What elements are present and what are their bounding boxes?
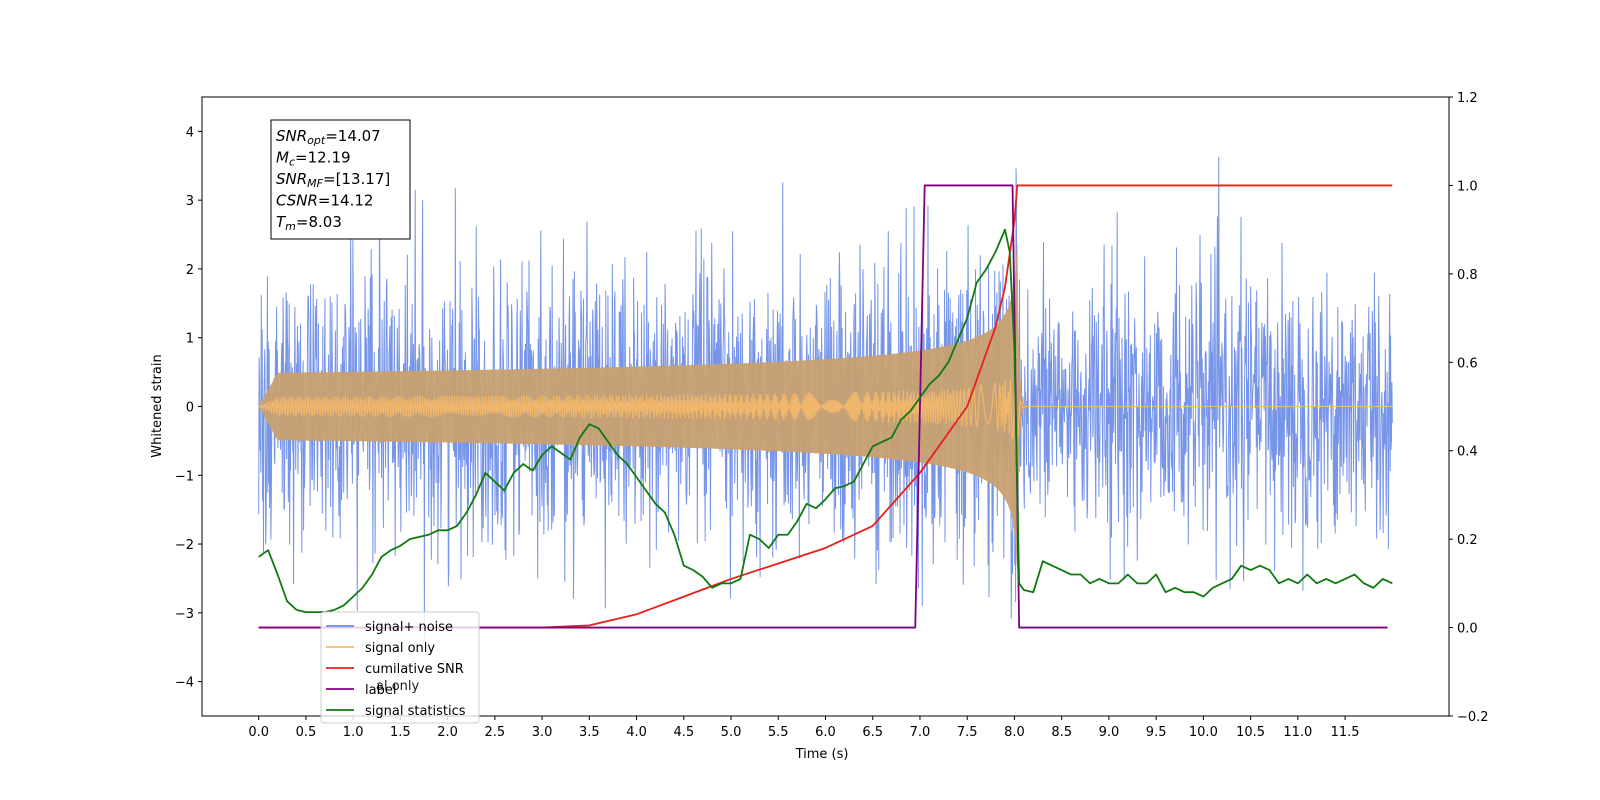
x-tick-label: 10.5 [1236,725,1265,740]
y2-tick-label: 0.0 [1457,622,1478,637]
x-axis: 0.0 0.5 1.0 1.5 2.0 2.5 3.0 3.5 4.0 4.5 5.0 5.5 6.0 6… [248,716,1360,740]
x-tick-label: 2.5 [485,725,506,740]
y-tick-label: −1 [175,469,194,484]
annotation-line: SNRopt=14.07 [276,127,381,147]
series-line-signal-statistics [258,228,1393,613]
y-tick-label: 4 [186,125,194,140]
y-tick-label: −4 [175,676,194,691]
x-tick-label: 0.0 [248,725,269,740]
x-tick-label: 8.0 [1004,725,1025,740]
x-tick-label: 4.0 [626,725,647,740]
x-tick-label: 7.5 [957,725,978,740]
x-tick-label: 4.5 [673,725,694,740]
y-tick-label: 0 [186,401,194,416]
y2-tick-label: 1.0 [1457,179,1478,194]
series-line-label [258,184,1388,629]
x-tick-label: 1.5 [390,725,411,740]
signal-only-line [258,366,1393,453]
series-signal-only [258,242,1393,571]
y2-tick-label: −0.2 [1457,710,1489,725]
x-tick-label: 3.0 [532,725,553,740]
legend-label: signal+ noise [365,620,453,635]
y-tick-label: −2 [175,538,194,553]
x-tick-label: 9.0 [1099,725,1120,740]
y-axis-right: −0.2 0.0 0.2 0.4 0.6 0.8 1.0 1.2 [1449,91,1489,725]
x-tick-label: 0.5 [296,725,317,740]
x-tick-label: 2.0 [437,725,458,740]
x-tick-label: 8.5 [1051,725,1072,740]
legend-label: signal statistics [365,704,466,719]
x-tick-label: 11.0 [1283,725,1312,740]
y2-tick-label: 0.2 [1457,533,1478,548]
y-tick-label: 2 [186,263,194,278]
legend-label: cumilative SNR [365,662,464,677]
legend: al only signal+ noise signal only cumilativ… [320,611,480,724]
legend-label: label [365,683,396,698]
annotation-line: CSNR=14.12 [276,192,373,210]
x-tick-label: 7.0 [910,725,931,740]
x-tick-label: 3.5 [579,725,600,740]
x-tick-label: 10.0 [1189,725,1218,740]
x-tick-label: 6.0 [815,725,836,740]
x-axis-label: Time (s) [795,747,849,762]
x-tick-label: 6.5 [862,725,883,740]
y-tick-label: 1 [186,332,194,347]
y-axis-label: Whitened strain [150,354,165,457]
x-tick-label: 5.5 [768,725,789,740]
x-tick-label: 5.0 [721,725,742,740]
series-lines [258,184,1393,629]
legend-frame [320,611,480,724]
y2-tick-label: 1.2 [1457,91,1478,106]
y-axis-left: −4 −3 −2 −1 0 1 2 3 4 [175,125,202,691]
plot-area [258,156,1393,639]
y-tick-label: −3 [175,607,194,622]
x-tick-label: 1.0 [343,725,364,740]
annotation-frame [270,119,411,240]
annotation-line: SNRMF=[13.17] [276,170,390,190]
legend-label: signal only [365,641,435,656]
x-tick-label: 11.5 [1331,725,1360,740]
y2-tick-label: 0.6 [1457,356,1478,371]
y-tick-label: 3 [186,194,194,209]
annotation-line: Tm=8.03 [276,213,342,233]
y2-tick-label: 0.8 [1457,268,1478,283]
x-tick-label: 9.5 [1146,725,1167,740]
annotation-line: Mc=12.19 [276,149,351,169]
y2-tick-label: 0.4 [1457,445,1478,460]
legend-ghost-text: al only [376,679,420,694]
